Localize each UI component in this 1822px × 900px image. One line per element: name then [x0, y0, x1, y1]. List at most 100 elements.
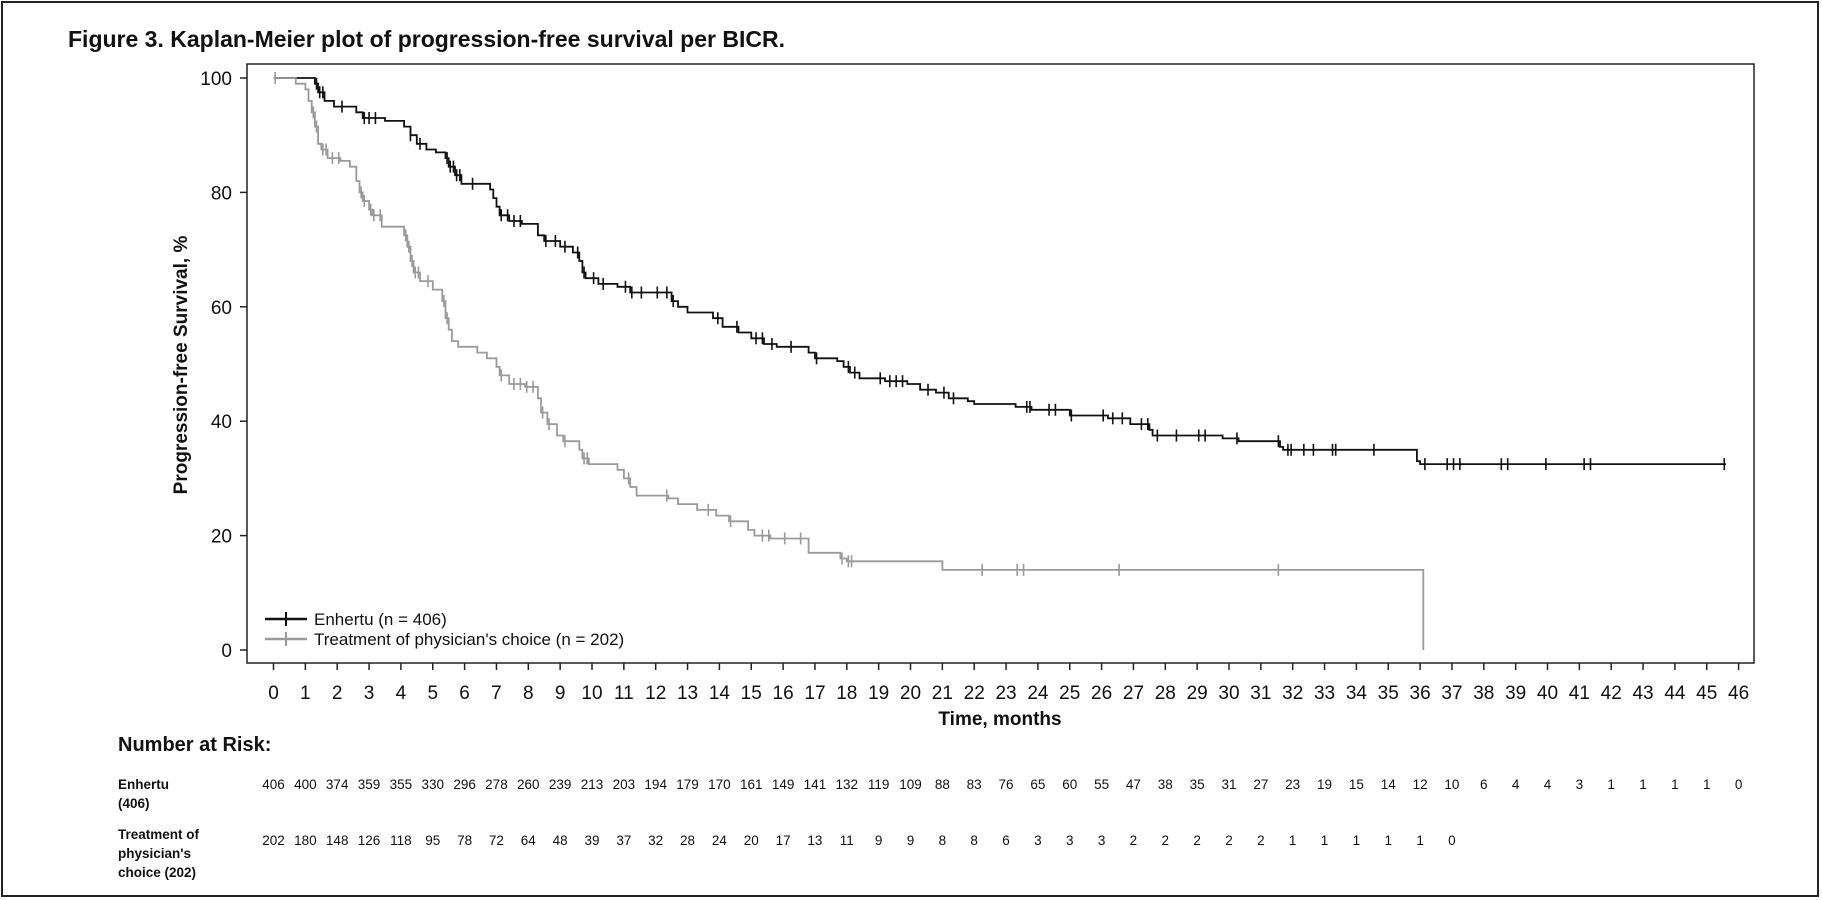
risk-count: 1: [1639, 777, 1647, 792]
x-tick-label: 1: [300, 683, 311, 704]
x-tick-label: 5: [427, 683, 438, 704]
risk-count: 6: [1002, 833, 1010, 848]
risk-count: 24: [711, 833, 727, 848]
series-layer: [273, 72, 1726, 650]
x-tick-label: 41: [1569, 683, 1590, 704]
risk-count: 126: [357, 833, 381, 848]
risk-count: 72: [488, 833, 504, 848]
x-tick-label: 13: [677, 683, 698, 704]
risk-count: 296: [453, 777, 476, 792]
risk-count: 27: [1253, 777, 1269, 792]
risk-count: 109: [899, 777, 922, 792]
x-tick-label: 14: [709, 683, 731, 704]
x-tick-label: 27: [1123, 683, 1144, 704]
risk-count: 38: [1157, 777, 1173, 792]
risk-count: 1: [1607, 777, 1615, 792]
risk-count: 149: [771, 777, 795, 792]
risk-count: 355: [389, 777, 413, 792]
risk-count: 28: [680, 833, 696, 848]
x-tick-label: 36: [1410, 683, 1431, 704]
risk-count: 4: [1511, 777, 1520, 792]
risk-count: 1: [1702, 777, 1711, 792]
risk-count: 9: [874, 833, 883, 848]
risk-count: 3: [1034, 833, 1042, 848]
risk-count: 47: [1125, 777, 1141, 792]
legend: Enhertu (n = 406) Treatment of physician…: [265, 610, 624, 649]
risk-count: 0: [1734, 777, 1743, 792]
risk-count: 6: [1480, 777, 1488, 792]
x-tick-label: 3: [364, 683, 375, 704]
series-tpc: [273, 72, 1425, 650]
risk-count: 180: [294, 833, 317, 848]
risk-count: 4: [1543, 777, 1552, 792]
risk-count: 2: [1161, 833, 1170, 848]
risk-count: 1: [1416, 833, 1424, 848]
risk-count: 19: [1317, 777, 1333, 792]
x-tick-label: 7: [491, 683, 502, 704]
km-curve-enhertu: [273, 77, 1726, 465]
y-axis-title: Progression-free Survival, %: [171, 236, 192, 495]
x-tick-label: 29: [1187, 683, 1208, 704]
risk-count: 37: [616, 833, 632, 848]
risk-count: 10: [1444, 777, 1460, 792]
risk-count: 55: [1094, 777, 1110, 792]
x-tick-label: 0: [268, 683, 279, 704]
risk-count: 48: [552, 833, 568, 848]
y-tick-label: 40: [211, 412, 232, 433]
risk-count: 1: [1320, 833, 1329, 848]
x-tick-label: 2: [332, 683, 343, 704]
km-curve-tpc: [273, 77, 1425, 650]
risk-row-label-enhertu: Enhertu (406): [118, 775, 169, 813]
risk-row-label-tpc: Treatment of physician's choice (202): [118, 825, 199, 882]
risk-count: 17: [775, 833, 791, 848]
risk-count: 161: [739, 777, 763, 792]
legend-label-enhertu: Enhertu (n = 406): [314, 610, 447, 629]
x-tick-label: 24: [1027, 683, 1049, 704]
risk-count: 95: [425, 833, 441, 848]
x-tick-label: 17: [804, 683, 825, 704]
risk-count: 3: [1065, 833, 1074, 848]
x-tick-label: 21: [932, 683, 953, 704]
x-tick-label: 23: [995, 683, 1016, 704]
risk-count: 148: [325, 833, 349, 848]
x-tick-label: 8: [523, 683, 534, 704]
risk-count: 2: [1129, 833, 1138, 848]
risk-count: 76: [998, 777, 1014, 792]
x-tick-label: 46: [1728, 683, 1749, 704]
risk-count: 406: [262, 777, 285, 792]
risk-count: 119: [867, 777, 890, 792]
risk-count: 32: [648, 833, 664, 848]
risk-count: 132: [835, 777, 859, 792]
x-tick-label: 26: [1091, 683, 1112, 704]
risk-count: 9: [906, 833, 915, 848]
risk-count: 13: [807, 833, 823, 848]
risk-count: 239: [548, 777, 572, 792]
risk-count: 203: [612, 777, 636, 792]
risk-count: 330: [421, 777, 445, 792]
x-tick-label: 20: [900, 683, 921, 704]
risk-count: 23: [1285, 777, 1301, 792]
risk-count: 3: [1575, 777, 1584, 792]
risk-count: 39: [584, 833, 600, 848]
x-axis: 0 1 2 3 4 5 6 7 8 9 10 11 12 13 14 15 16 17 18 19 20 21 22 23 24…: [268, 663, 1749, 704]
risk-count: 194: [644, 777, 667, 792]
x-tick-label: 16: [773, 683, 794, 704]
risk-row-label-line: physician's: [118, 846, 191, 861]
series-enhertu: [273, 77, 1726, 471]
x-tick-label: 12: [645, 683, 666, 704]
x-tick-label: 42: [1601, 683, 1622, 704]
y-tick-label: 80: [211, 183, 232, 204]
risk-count: 14: [1380, 777, 1396, 792]
legend-label-tpc: Treatment of physician's choice (n = 202…: [314, 630, 624, 649]
x-tick-label: 11: [614, 683, 634, 704]
x-tick-label: 40: [1537, 683, 1558, 704]
risk-count: 359: [357, 777, 381, 792]
x-tick-label: 43: [1632, 683, 1653, 704]
risk-count: 64: [520, 833, 536, 848]
risk-count: 88: [934, 777, 950, 792]
risk-count: 20: [743, 833, 759, 848]
risk-count: 11: [839, 833, 854, 848]
risk-count: 213: [580, 777, 604, 792]
risk-count: 8: [938, 833, 947, 848]
